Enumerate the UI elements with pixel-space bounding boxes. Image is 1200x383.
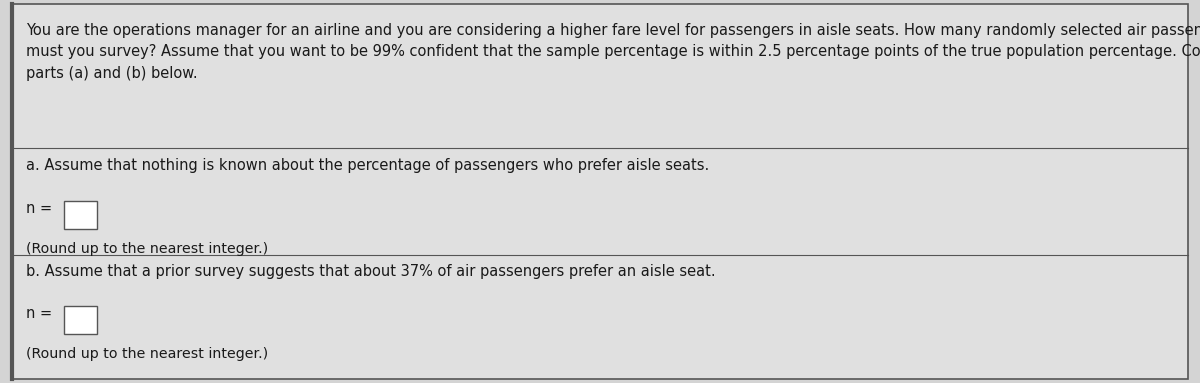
- FancyBboxPatch shape: [64, 201, 97, 229]
- Text: b. Assume that a prior survey suggests that about 37% of air passengers prefer a: b. Assume that a prior survey suggests t…: [26, 264, 715, 278]
- Text: a. Assume that nothing is known about the percentage of passengers who prefer ai: a. Assume that nothing is known about th…: [26, 158, 709, 173]
- Text: n =: n =: [26, 201, 53, 216]
- Text: n =: n =: [26, 306, 53, 321]
- FancyBboxPatch shape: [64, 306, 97, 334]
- Text: (Round up to the nearest integer.): (Round up to the nearest integer.): [26, 347, 269, 361]
- FancyBboxPatch shape: [12, 4, 1188, 379]
- Text: You are the operations manager for an airline and you are considering a higher f: You are the operations manager for an ai…: [26, 23, 1200, 81]
- Text: (Round up to the nearest integer.): (Round up to the nearest integer.): [26, 242, 269, 256]
